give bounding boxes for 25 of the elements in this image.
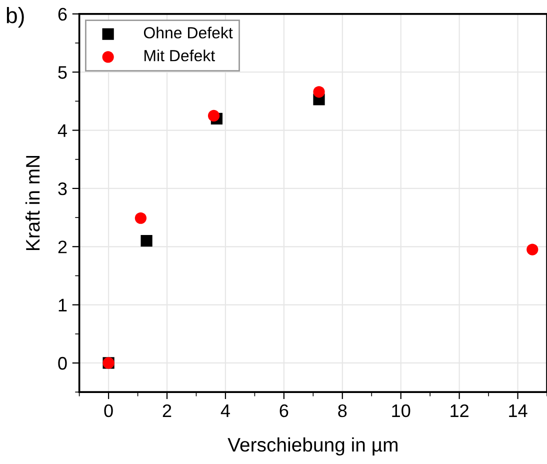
y-tick-label: 4	[58, 124, 67, 137]
text: b)	[6, 6, 24, 28]
x-tick-label: 8	[338, 404, 347, 418]
x-tick-label: 10	[392, 404, 410, 418]
x-tick-label: 12	[450, 404, 468, 417]
point	[526, 244, 538, 256]
y-tick-label: 0	[58, 356, 67, 370]
y-tick-label: 3	[58, 182, 67, 196]
y-axis-title: Kraft in mN	[25, 156, 40, 250]
x-tick-label: 2	[162, 404, 172, 417]
y-tick-label: 2	[58, 240, 67, 254]
y-tick-label: 1	[58, 298, 67, 312]
point	[134, 212, 147, 224]
x-tick-label: 6	[280, 404, 288, 418]
legend-label: Ohne Defekt	[144, 26, 233, 38]
y-tick-label: 6	[58, 8, 67, 21]
x-tick-label: 0	[104, 404, 113, 418]
legend-label: Mit Defekt	[144, 50, 215, 62]
point	[208, 110, 220, 122]
point	[140, 235, 152, 247]
point	[313, 86, 325, 98]
x-axis-title: Verschiebung in µm	[228, 437, 398, 456]
x-tick-label: 14	[509, 404, 528, 417]
y-tick-label: 5	[58, 66, 67, 79]
x-tick-label: 4	[220, 404, 230, 417]
